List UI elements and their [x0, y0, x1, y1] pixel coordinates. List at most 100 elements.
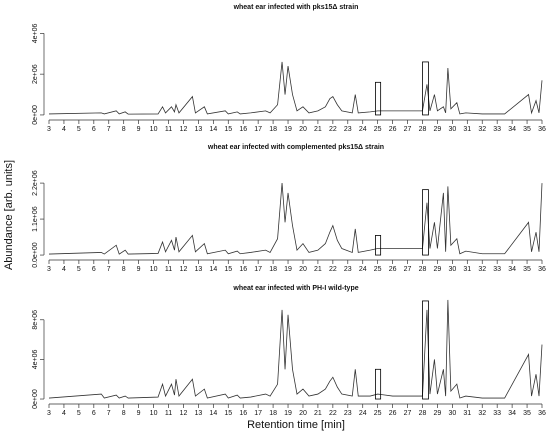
x-tick-label: 26: [389, 410, 397, 417]
x-tick-label: 24: [359, 410, 367, 417]
x-tick-label: 5: [77, 266, 81, 273]
x-tick-label: 16: [239, 266, 247, 273]
x-tick-label: 36: [538, 266, 546, 273]
x-tick-label: 14: [209, 410, 217, 417]
x-tick-label: 28: [419, 266, 427, 273]
x-tick-label: 20: [299, 410, 307, 417]
panel-title: wheat ear infected with pks15Δ strain: [233, 4, 359, 11]
x-tick-label: 3: [47, 410, 51, 417]
y-tick-label: 0.0e+00: [32, 242, 39, 268]
x-tick-label: 20: [299, 266, 307, 273]
x-tick-label: 8: [122, 266, 126, 273]
x-tick-label: 12: [180, 410, 188, 417]
x-tick-label: 17: [254, 410, 262, 417]
highlight-box: [422, 189, 429, 256]
x-tick-label: 21: [314, 410, 322, 417]
y-axis-title: Abundance [arb. units]: [3, 160, 15, 270]
y-tick-label: 1.1e+06: [32, 206, 39, 232]
x-tick-label: 9: [137, 126, 141, 133]
x-tick-label: 16: [239, 410, 247, 417]
x-tick-label: 17: [254, 266, 262, 273]
x-tick-label: 21: [314, 266, 322, 273]
x-axis-title: Retention time [min]: [247, 419, 345, 431]
x-tick-label: 12: [180, 126, 188, 133]
x-tick-label: 25: [374, 410, 382, 417]
x-tick-label: 35: [523, 266, 531, 273]
x-tick-label: 3: [47, 126, 51, 133]
x-tick-label: 14: [209, 266, 217, 273]
x-tick-label: 29: [434, 410, 442, 417]
x-tick-label: 30: [448, 410, 456, 417]
x-tick-label: 34: [508, 410, 516, 417]
x-tick-label: 23: [344, 266, 352, 273]
x-tick-label: 5: [77, 410, 81, 417]
x-tick-label: 13: [194, 410, 202, 417]
x-tick-label: 18: [269, 266, 277, 273]
highlight-box: [375, 81, 382, 116]
x-tick-label: 27: [404, 266, 412, 273]
x-tick-label: 22: [329, 266, 337, 273]
x-tick-label: 32: [478, 410, 486, 417]
x-tick-label: 20: [299, 126, 307, 133]
x-tick-label: 18: [269, 410, 277, 417]
y-tick-label: 0e+00: [32, 105, 39, 125]
x-tick-label: 6: [92, 266, 96, 273]
x-tick-label: 10: [150, 126, 158, 133]
x-tick-label: 4: [62, 266, 66, 273]
x-tick-label: 26: [389, 266, 397, 273]
x-tick-label: 19: [284, 126, 292, 133]
x-tick-label: 24: [359, 266, 367, 273]
x-tick-label: 9: [137, 410, 141, 417]
x-tick-label: 35: [523, 126, 531, 133]
x-tick-label: 15: [224, 266, 232, 273]
x-tick-label: 27: [404, 126, 412, 133]
x-tick-label: 4: [62, 410, 66, 417]
x-tick-label: 21: [314, 126, 322, 133]
x-tick-label: 31: [463, 266, 471, 273]
y-tick-label: 8e+06: [32, 310, 39, 330]
x-tick-label: 31: [463, 410, 471, 417]
x-tick-label: 28: [419, 126, 427, 133]
x-tick-label: 16: [239, 126, 247, 133]
chromatogram-line: [48, 299, 543, 399]
panel-title: wheat ear infected with complemented pks…: [207, 144, 384, 151]
x-tick-label: 6: [92, 410, 96, 417]
panel-title: wheat ear infected with PH-I wild-type: [232, 285, 358, 292]
y-tick-label: 4e+06: [32, 349, 39, 369]
highlight-box: [422, 61, 429, 116]
y-tick-label: 2.2e+06: [32, 170, 39, 196]
x-tick-label: 3: [47, 266, 51, 273]
x-tick-label: 27: [404, 410, 412, 417]
x-tick-label: 11: [165, 266, 172, 273]
x-tick-label: 29: [434, 266, 442, 273]
x-tick-label: 29: [434, 126, 442, 133]
x-tick-label: 9: [137, 266, 141, 273]
x-tick-label: 32: [478, 126, 486, 133]
highlight-box: [375, 368, 382, 400]
x-tick-label: 23: [344, 410, 352, 417]
x-tick-label: 36: [538, 410, 546, 417]
x-tick-label: 30: [448, 266, 456, 273]
x-tick-label: 31: [463, 126, 471, 133]
x-tick-label: 7: [107, 126, 111, 133]
x-tick-label: 22: [329, 126, 337, 133]
x-tick-label: 7: [107, 266, 111, 273]
chromatogram-line: [48, 183, 543, 255]
x-tick-label: 34: [508, 266, 516, 273]
x-tick-label: 6: [92, 126, 96, 133]
x-tick-label: 35: [523, 410, 531, 417]
x-tick-label: 22: [329, 410, 337, 417]
x-tick-label: 10: [150, 410, 158, 417]
x-tick-label: 33: [493, 410, 501, 417]
x-tick-label: 15: [224, 126, 232, 133]
x-tick-label: 13: [194, 126, 202, 133]
x-tick-label: 17: [254, 126, 262, 133]
x-tick-label: 36: [538, 126, 546, 133]
x-tick-label: 25: [374, 126, 382, 133]
chromatogram-line: [48, 61, 543, 115]
x-tick-label: 34: [508, 126, 516, 133]
x-tick-label: 4: [62, 126, 66, 133]
x-tick-label: 18: [269, 126, 277, 133]
